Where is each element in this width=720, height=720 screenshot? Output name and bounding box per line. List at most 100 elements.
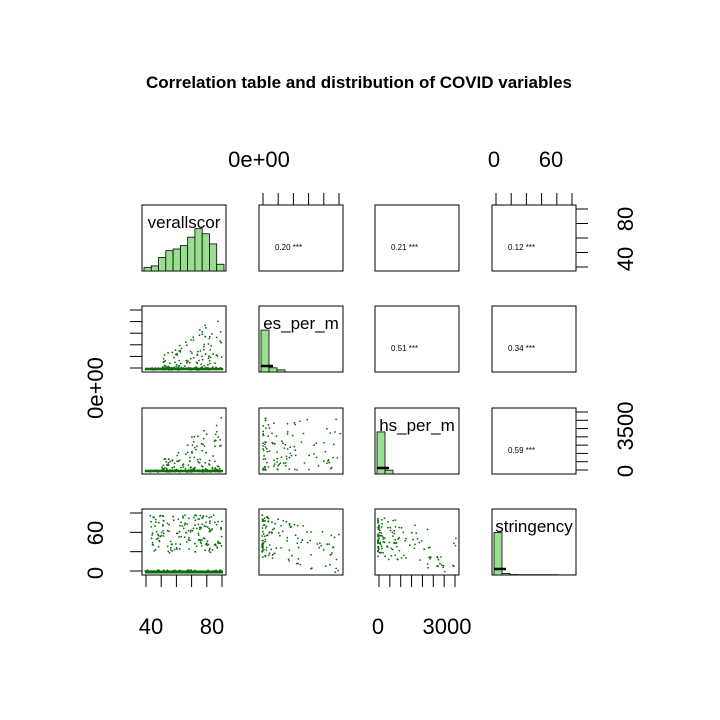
scatter-point xyxy=(201,523,204,525)
scatter-point xyxy=(377,517,379,520)
scatter-point xyxy=(275,547,278,550)
scatter-point xyxy=(276,468,279,470)
scatter-point xyxy=(157,522,160,524)
scatter-point xyxy=(217,541,220,544)
scatter-point xyxy=(264,554,267,557)
panel-frame xyxy=(374,508,460,576)
scatter-point xyxy=(203,343,206,346)
scatter-point xyxy=(320,544,323,547)
histogram-bar xyxy=(179,245,189,272)
scatter-point xyxy=(220,544,223,547)
scatter-point xyxy=(303,462,306,464)
scatter-point xyxy=(261,514,264,516)
scatter-point xyxy=(391,548,394,551)
correlation-value: 0.20 *** xyxy=(275,243,302,252)
scatter-point xyxy=(193,456,196,459)
scatter-point xyxy=(214,460,216,463)
scatter-point xyxy=(286,433,289,435)
panel-frame xyxy=(258,508,344,576)
scatter-point xyxy=(439,562,441,565)
scatter-point xyxy=(396,558,399,561)
scatter-point xyxy=(389,529,392,532)
scatter-point xyxy=(315,456,318,459)
scatter-point xyxy=(266,461,268,464)
scatter-point xyxy=(277,518,280,521)
scatter-point xyxy=(275,435,278,438)
scatter-point xyxy=(411,531,413,534)
scatter-point xyxy=(267,517,270,520)
scatter-point xyxy=(163,354,166,356)
scatter-point xyxy=(172,515,175,518)
scatter-point xyxy=(400,557,403,559)
scatter-point xyxy=(208,550,210,552)
scatter-point xyxy=(204,324,207,327)
scatter-point xyxy=(294,449,297,452)
scatter-point xyxy=(377,546,380,548)
scatter-point xyxy=(164,359,167,362)
scatter-point xyxy=(202,437,205,440)
scatter-point xyxy=(398,549,401,552)
scatter-point xyxy=(206,540,209,543)
scatter-point xyxy=(194,550,196,553)
scatter-point xyxy=(209,551,212,554)
scatter-point xyxy=(265,549,268,551)
scatter-point xyxy=(382,538,385,540)
scatter-point xyxy=(334,571,337,574)
scatter-point xyxy=(200,545,203,547)
scatter-point xyxy=(191,352,193,354)
scatter-point xyxy=(328,461,331,464)
scatter-point xyxy=(296,542,299,545)
scatter-point xyxy=(178,547,181,550)
diagonal-label: hs_per_m xyxy=(379,416,455,435)
chart-title: Correlation table and distribution of CO… xyxy=(146,73,572,92)
scatter-point xyxy=(442,564,445,567)
scatter-point xyxy=(176,454,179,457)
scatter-point xyxy=(175,365,178,368)
scatter-point xyxy=(154,521,157,524)
diagonal-label: stringency xyxy=(495,517,573,536)
scatter-point xyxy=(180,535,183,538)
panel-frame xyxy=(491,407,577,475)
scatter-point xyxy=(299,563,302,566)
scatter-point xyxy=(398,536,400,539)
scatter-point xyxy=(170,543,173,546)
scatter-point xyxy=(199,528,201,531)
panel-frame xyxy=(141,508,227,576)
scatter-point xyxy=(151,534,154,536)
scatter-point xyxy=(201,539,203,541)
scatter-point xyxy=(208,337,211,340)
scatter-point xyxy=(288,549,291,551)
scatter-point xyxy=(209,520,211,523)
scatter-point xyxy=(202,345,205,348)
scatter-point xyxy=(198,334,201,337)
histogram-bar xyxy=(268,367,278,373)
panel-frame xyxy=(258,407,344,475)
histogram-bar xyxy=(172,248,181,272)
scatter-point xyxy=(157,545,160,548)
scatter-point xyxy=(174,349,177,351)
scatter-point xyxy=(273,463,276,465)
scatter-point xyxy=(197,532,200,535)
scatter-point xyxy=(168,530,171,533)
scatter-points xyxy=(262,417,342,471)
scatter-point xyxy=(442,566,444,569)
scatter-point xyxy=(201,449,204,452)
scatter-point xyxy=(263,454,265,457)
scatter-point xyxy=(332,456,334,459)
scatter-point xyxy=(301,539,304,542)
scatter-point xyxy=(162,366,164,368)
scatter-point xyxy=(335,558,338,561)
scatter-point xyxy=(195,527,198,530)
scatter-point xyxy=(270,531,273,534)
scatter-point xyxy=(273,459,275,462)
scatter-point xyxy=(262,434,264,436)
right-axis-label: 40 xyxy=(613,247,638,271)
scatter-point xyxy=(298,420,301,423)
scatter-point xyxy=(308,468,310,471)
scatter-point xyxy=(154,548,157,551)
scatter-point xyxy=(311,567,313,569)
scatter-point xyxy=(163,360,165,363)
scatter-point xyxy=(191,444,194,446)
scatter-point xyxy=(330,467,332,470)
